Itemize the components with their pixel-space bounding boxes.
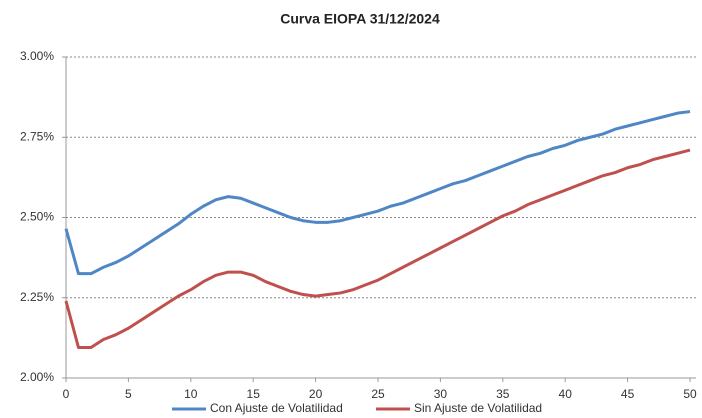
x-tick-label: 40 [559,387,573,401]
x-tick-label: 15 [247,387,261,401]
x-tick-label: 35 [496,387,510,401]
series-line [64,110,691,276]
x-tick-label: 0 [63,387,70,401]
x-tick-label: 5 [125,387,132,401]
y-tick-label: 2.75% [20,129,54,143]
series-line [64,148,691,350]
x-tick-label: 50 [683,387,697,401]
x-tick-label: 45 [621,387,635,401]
y-tick-label: 2.00% [20,370,54,384]
x-tick-label: 20 [309,387,323,401]
x-tick-label: 10 [184,387,198,401]
y-tick-label: 2.50% [20,210,54,224]
legend-label: Con Ajuste de Volatilidad [210,401,343,415]
legend-label: Sin Ajuste de Volatilidad [414,401,542,415]
chart-title: Curva EIOPA 31/12/2024 [280,11,440,27]
x-tick-label: 30 [434,387,448,401]
x-tick-label: 25 [371,387,385,401]
y-tick-label: 3.00% [20,49,54,63]
y-tick-label: 2.25% [20,290,54,304]
